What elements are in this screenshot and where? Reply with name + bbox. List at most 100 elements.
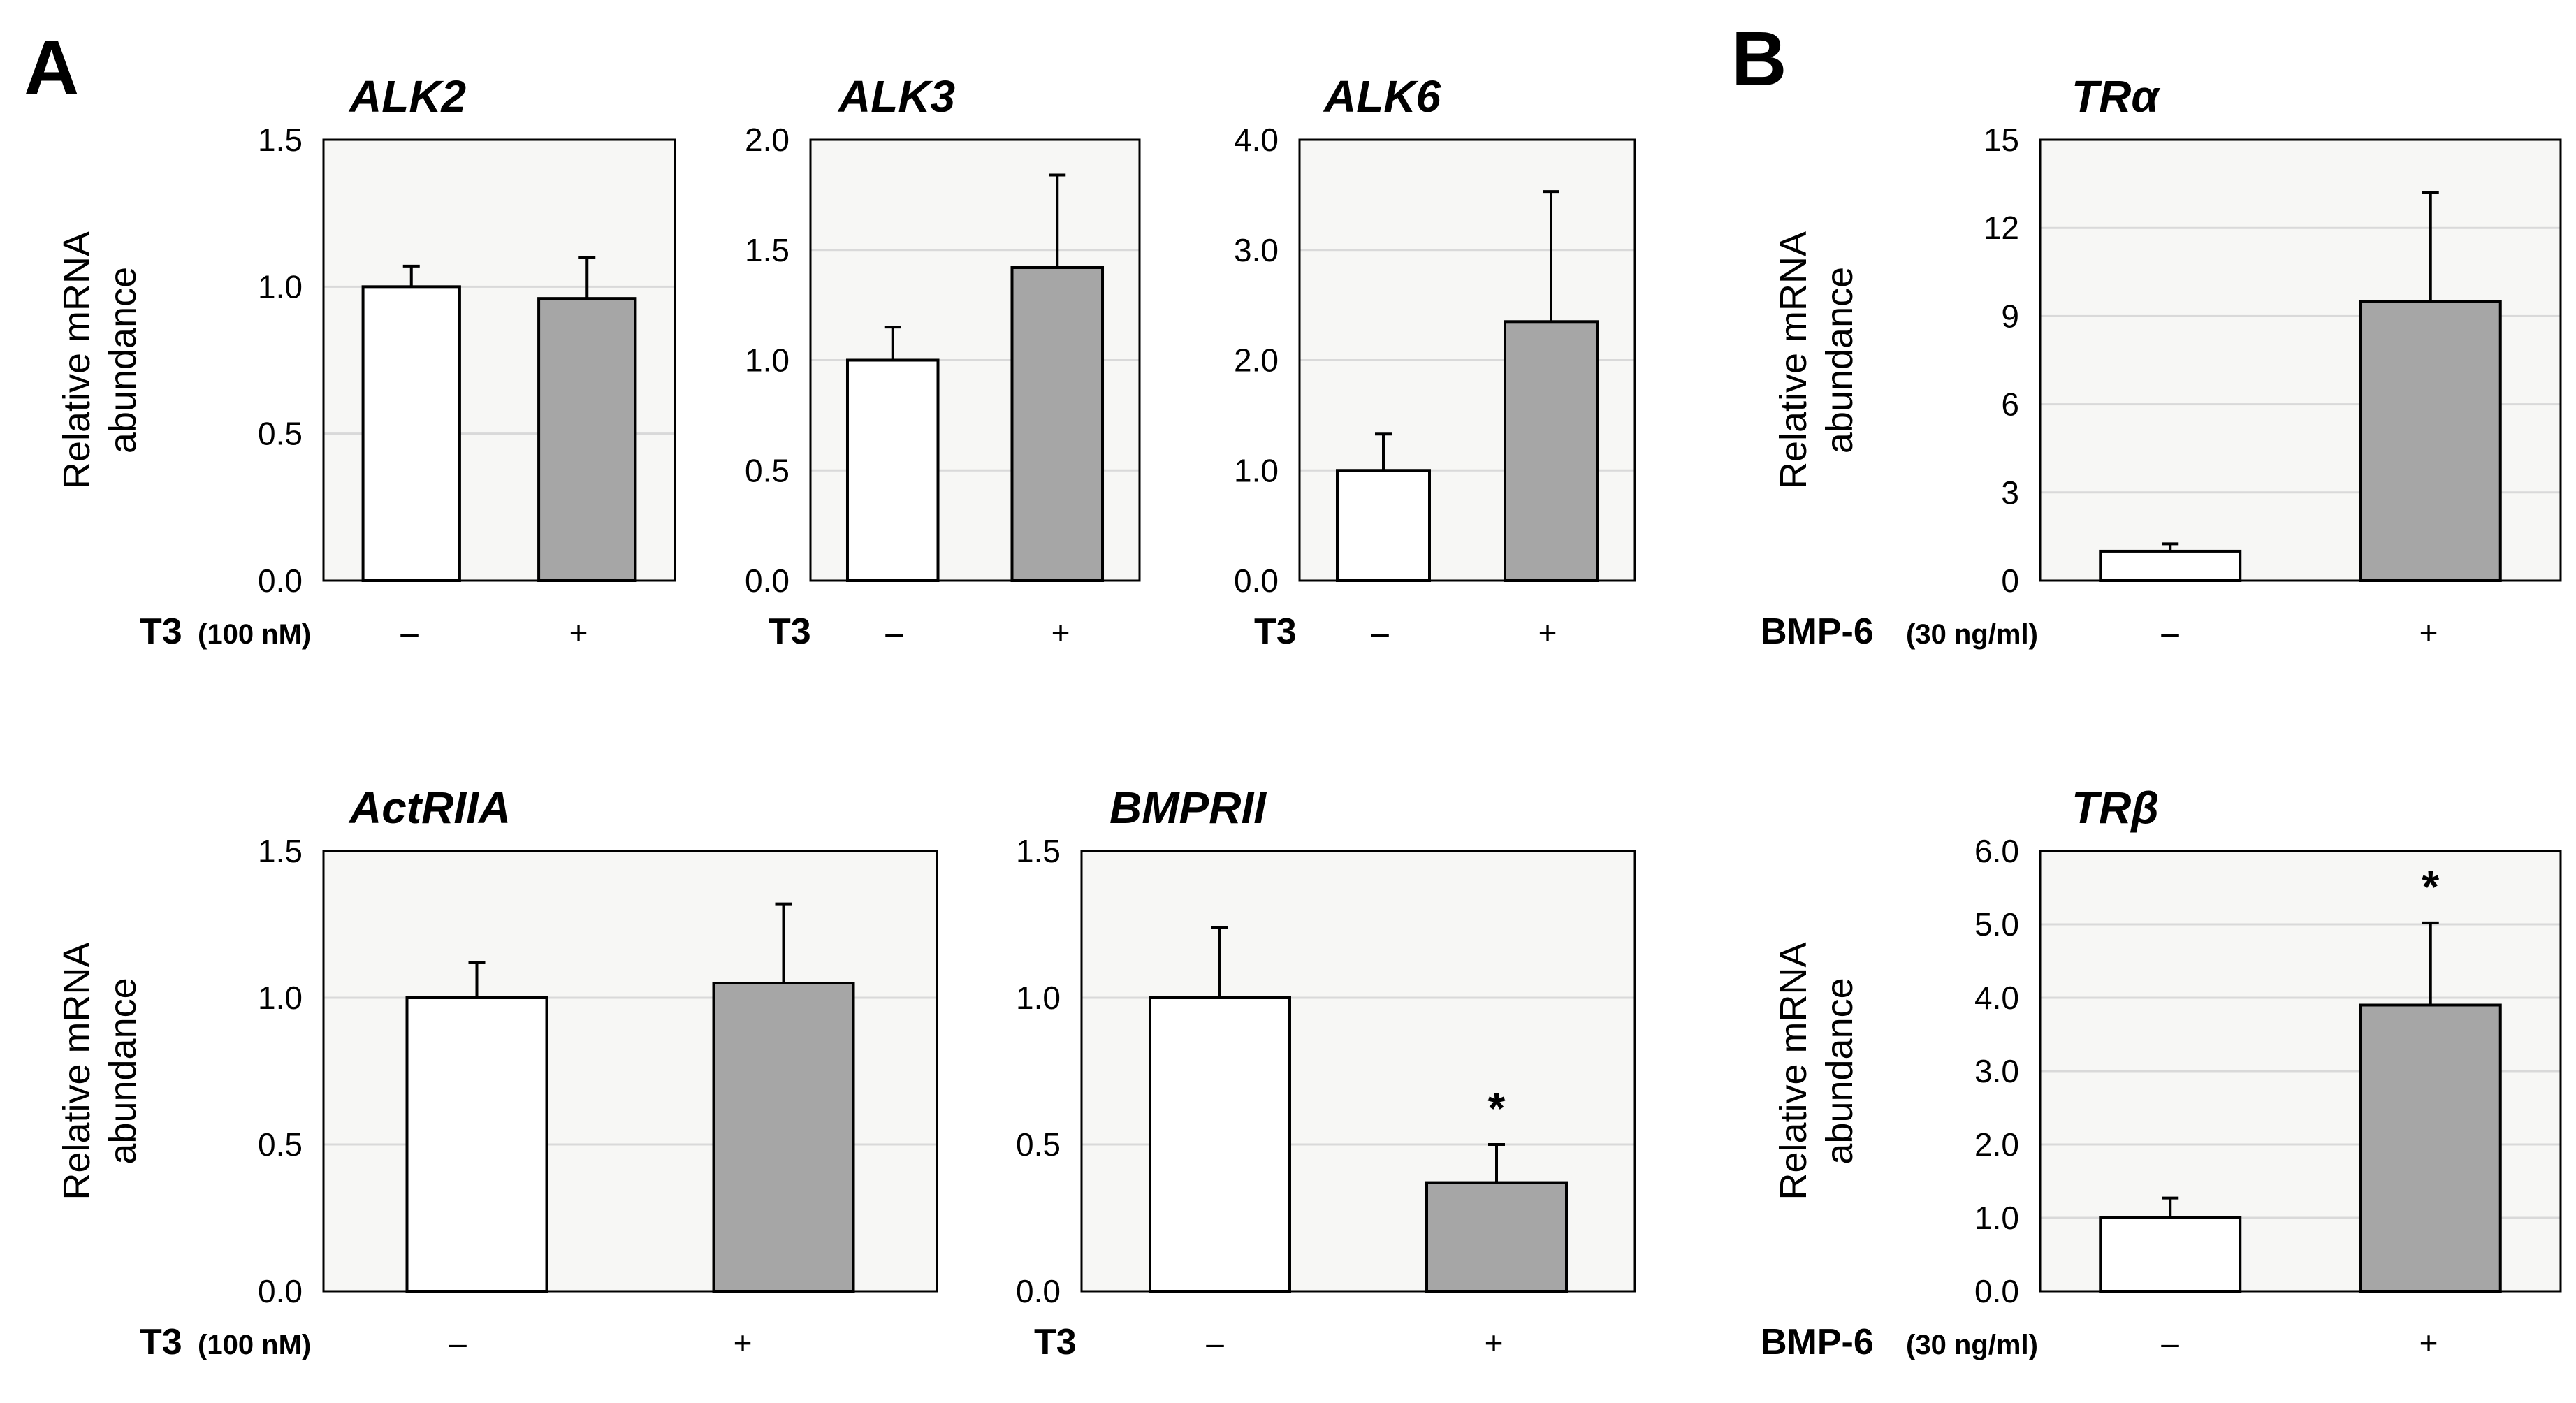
y-axis-label-line: abundance	[1819, 977, 1861, 1164]
treatment-sign-minus: –	[449, 1325, 467, 1361]
treatment-sign-minus: –	[1371, 614, 1389, 650]
plot-border	[2039, 138, 2562, 582]
treatment-sign-minus: –	[885, 614, 903, 650]
y-tick-label: 2.0	[1974, 1126, 2019, 1163]
treatment-label: BMP-6	[1761, 611, 1874, 652]
treatment-sign-minus: –	[400, 614, 419, 650]
y-tick-label: 0.0	[1974, 1273, 2019, 1309]
y-tick-label: 1.0	[1234, 452, 1279, 488]
y-tick-label: 3.0	[1234, 232, 1279, 268]
y-tick-label: 1.0	[745, 342, 789, 379]
treatment-label: T3	[1254, 611, 1297, 652]
plot-border	[1298, 138, 1636, 582]
y-tick-label: 15	[1984, 122, 2019, 158]
y-tick-label: 3.0	[1974, 1053, 2019, 1089]
chart-actriia: 0.0 0.5 1.0 1.5 ActRIIA Relative mRNA abundanc…	[56, 783, 938, 1362]
y-tick-label: 0.0	[258, 562, 303, 599]
y-tick-label: 2.0	[1234, 342, 1279, 379]
chart-title: BMPRII	[1109, 783, 1267, 833]
y-tick-label: 9	[2001, 298, 2019, 334]
y-axis-label-line: abundance	[1819, 267, 1861, 453]
y-tick-label: 12	[1984, 210, 2019, 246]
treatment-concentration: (100 nM)	[198, 1330, 311, 1360]
y-tick-label: 1.5	[1016, 833, 1061, 869]
bar-treated	[1425, 1181, 1568, 1293]
treatment-label: BMP-6	[1761, 1322, 1874, 1362]
y-tick-label: 6.0	[1974, 833, 2019, 869]
plot-border	[809, 138, 1141, 582]
y-tick-label: 6	[2001, 386, 2019, 423]
chart-tra: 0 3 6 9 12 15 TRα Relative mRNA abundance BMP-6 (3…	[1761, 71, 2562, 652]
chart-title: ALK3	[837, 71, 955, 122]
chart-title: ALK6	[1323, 71, 1441, 122]
chart-alk2: 0.0 0.5 1.0 1.5 ALK2 Relative mRNA abundance T3…	[56, 71, 676, 652]
panel-letter-a: A	[24, 25, 79, 111]
bar-treated	[2359, 1003, 2502, 1293]
treatment-sign-plus: +	[2419, 614, 2438, 650]
bar-control	[1336, 469, 1431, 582]
treatment-sign-minus: –	[1206, 1325, 1224, 1361]
y-axis-label-line: abundance	[102, 977, 144, 1164]
plot-border	[1080, 850, 1636, 1293]
bar-treated	[712, 982, 855, 1293]
y-axis-label: Relative mRNA abundance	[56, 231, 144, 489]
y-axis-label-line: Relative mRNA	[1773, 942, 1814, 1200]
treatment-sign-plus: +	[1538, 614, 1557, 650]
treatment-concentration: (30 ng/ml)	[1906, 1330, 2038, 1360]
y-axis-label-line: abundance	[102, 267, 144, 453]
treatment-label: T3	[1034, 1322, 1077, 1362]
treatment-sign-plus: +	[734, 1325, 752, 1361]
treatment-sign-minus: –	[2161, 614, 2179, 650]
y-axis-label-line: Relative mRNA	[56, 231, 98, 489]
bar-treated	[537, 297, 637, 582]
plot-border	[322, 850, 938, 1293]
chart-alk3: 0.0 0.5 1.0 1.5 2.0 ALK3 T3 – +	[745, 71, 1141, 652]
y-tick-label: 0.5	[258, 1126, 303, 1163]
y-tick-label: 4.0	[1974, 980, 2019, 1016]
y-tick-label: 1.5	[258, 833, 303, 869]
y-tick-label: 1.5	[258, 122, 303, 158]
y-tick-label: 1.0	[258, 268, 303, 305]
y-axis-label: Relative mRNA abundance	[1773, 942, 1861, 1200]
y-axis-label-line: Relative mRNA	[1773, 231, 1814, 489]
bar-control	[2099, 549, 2242, 583]
bar-control	[361, 285, 461, 582]
significance-mark: *	[1488, 1083, 1506, 1133]
y-axis-label-line: Relative mRNA	[56, 942, 98, 1200]
bar-treated	[2359, 300, 2502, 582]
bar-treated	[1504, 320, 1599, 582]
bar-treated	[1010, 266, 1105, 582]
treatment-label: T3	[140, 1322, 182, 1362]
y-tick-label: 2.0	[745, 122, 789, 158]
y-tick-label: 1.0	[258, 980, 303, 1016]
treatment-sign-minus: –	[2161, 1325, 2179, 1361]
plot-border	[2039, 850, 2562, 1293]
treatment-concentration: (30 ng/ml)	[1906, 619, 2038, 650]
y-tick-label: 0.0	[258, 1273, 303, 1309]
treatment-sign-plus: +	[2419, 1325, 2438, 1361]
bar-control	[1149, 996, 1291, 1293]
y-tick-label: 0.5	[1016, 1126, 1061, 1163]
chart-title: ActRIIA	[348, 783, 511, 833]
treatment-concentration: (100 nM)	[198, 619, 311, 650]
y-axis-label: Relative mRNA abundance	[1773, 231, 1861, 489]
chart-title: TRβ	[2072, 783, 2159, 833]
treatment-sign-plus: +	[1485, 1325, 1504, 1361]
y-tick-label: 0.0	[745, 562, 789, 599]
y-tick-label: 0	[2001, 562, 2019, 599]
y-tick-label: 1.0	[1974, 1200, 2019, 1236]
y-tick-label: 0.0	[1234, 562, 1279, 599]
treatment-label: T3	[140, 611, 182, 652]
treatment-sign-plus: +	[1051, 614, 1070, 650]
bar-control	[2099, 1216, 2242, 1293]
treatment-sign-plus: +	[569, 614, 588, 650]
y-tick-label: 3	[2001, 474, 2019, 511]
y-tick-label: 1.0	[1016, 980, 1061, 1016]
y-axis-label: Relative mRNA abundance	[56, 942, 144, 1200]
chart-title: TRα	[2072, 71, 2160, 122]
y-tick-label: 1.5	[745, 232, 789, 268]
chart-bmprii: 0.0 0.5 1.0 1.5 * BMPRII T3 – +	[1016, 783, 1636, 1362]
y-tick-label: 4.0	[1234, 122, 1279, 158]
